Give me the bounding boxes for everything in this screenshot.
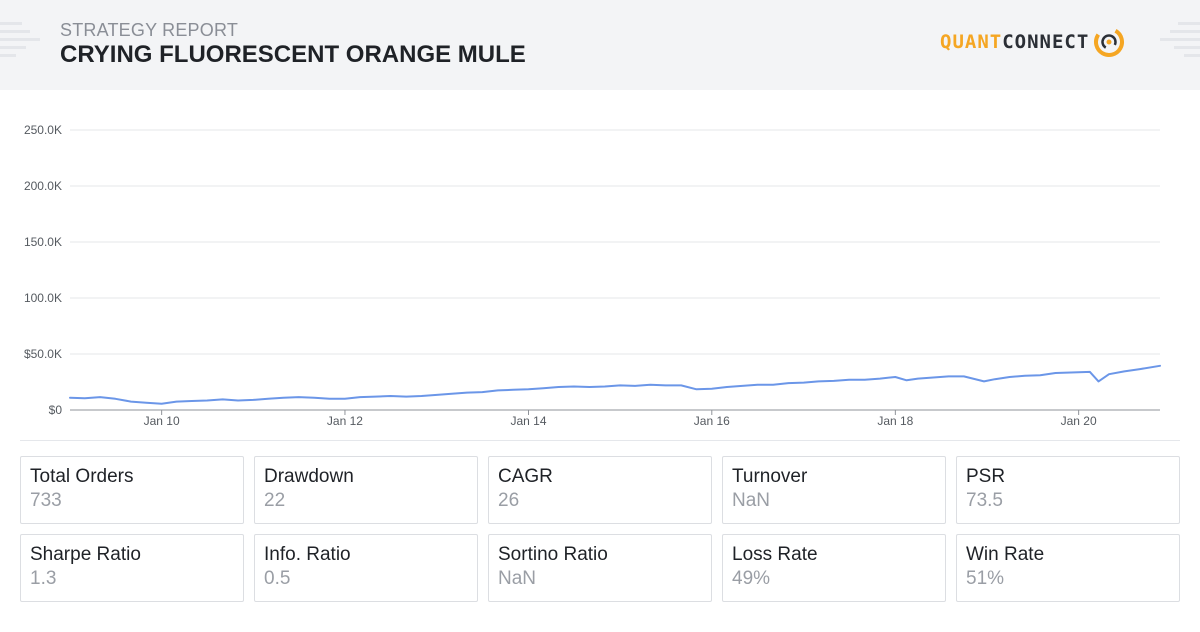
- strategy-title: CRYING FLUORESCENT ORANGE MULE: [60, 41, 526, 68]
- y-tick-label: 250.0K: [24, 123, 62, 137]
- stat-label: PSR: [966, 466, 1006, 487]
- y-tick-label: 150.0K: [24, 235, 62, 249]
- stat-value: 26: [498, 490, 520, 511]
- stat-card: PSR 73.5: [956, 456, 1180, 524]
- stat-value: 49%: [732, 568, 771, 589]
- stat-label: Info. Ratio: [264, 544, 351, 565]
- x-tick-label: Jan 14: [510, 414, 546, 428]
- stat-value: 22: [264, 490, 286, 511]
- stat-card: Sortino Ratio NaN: [488, 534, 712, 602]
- stat-card: Turnover NaN: [722, 456, 946, 524]
- decorative-lines-left: [0, 22, 40, 57]
- stat-value: NaN: [498, 568, 537, 589]
- x-tick-label: Jan 10: [144, 414, 180, 428]
- logo-target-icon: [1094, 27, 1125, 57]
- y-tick-label: 200.0K: [24, 179, 62, 193]
- y-tick-label: 100.0K: [24, 291, 62, 305]
- x-tick-label: Jan 18: [877, 414, 913, 428]
- y-tick-label: $50.0K: [24, 347, 62, 361]
- stat-value: 0.5: [264, 568, 291, 589]
- logo-quant-text: QUANT: [940, 31, 1003, 53]
- stat-label: Drawdown: [264, 466, 354, 487]
- equity-chart-svg: $0 $50.0K 100.0K 150.0K 200.0K 250.0K Jan 10 Ja…: [24, 123, 1161, 428]
- decorative-lines-right: [1160, 22, 1200, 57]
- stat-label: CAGR: [498, 466, 553, 487]
- equity-chart: $0 $50.0K 100.0K 150.0K 200.0K 250.0K Jan 10 Ja…: [0, 90, 1200, 440]
- report-header: STRATEGY REPORT CRYING FLUORESCENT ORANG…: [0, 0, 1200, 90]
- stat-label: Sharpe Ratio: [30, 544, 141, 565]
- x-tick-label: Jan 12: [327, 414, 363, 428]
- stat-card: CAGR 26: [488, 456, 712, 524]
- chart-divider: [20, 440, 1180, 441]
- stat-card: Info. Ratio 0.5: [254, 534, 478, 602]
- stat-label: Sortino Ratio: [498, 544, 608, 565]
- stat-label: Total Orders: [30, 466, 134, 487]
- stat-card: Win Rate 51%: [956, 534, 1180, 602]
- stat-card: Drawdown 22: [254, 456, 478, 524]
- stat-value: 73.5: [966, 490, 1003, 511]
- stat-card: Sharpe Ratio 1.3: [20, 534, 244, 602]
- stat-value: NaN: [732, 490, 771, 511]
- equity-series-line: [69, 364, 1161, 405]
- y-tick-label: $0: [49, 403, 63, 417]
- statistics-grid: Total Orders 733 Drawdown 22 CAGR 26 Turnover N…: [20, 456, 1180, 602]
- x-tick-label: Jan 20: [1061, 414, 1097, 428]
- stat-card: Total Orders 733: [20, 456, 244, 524]
- logo-connect-text: CONNECT: [1002, 31, 1090, 53]
- stat-value: 51%: [966, 568, 1005, 589]
- stat-value: 733: [30, 490, 62, 511]
- stat-label: Win Rate: [966, 544, 1045, 565]
- quantconnect-logo: QUANT CONNECT: [940, 24, 1125, 60]
- report-subtitle: STRATEGY REPORT: [60, 20, 239, 40]
- stat-label: Turnover: [732, 466, 808, 487]
- stat-card: Loss Rate 49%: [722, 534, 946, 602]
- stat-label: Loss Rate: [732, 544, 818, 565]
- x-tick-label: Jan 16: [694, 414, 730, 428]
- stat-value: 1.3: [30, 568, 57, 589]
